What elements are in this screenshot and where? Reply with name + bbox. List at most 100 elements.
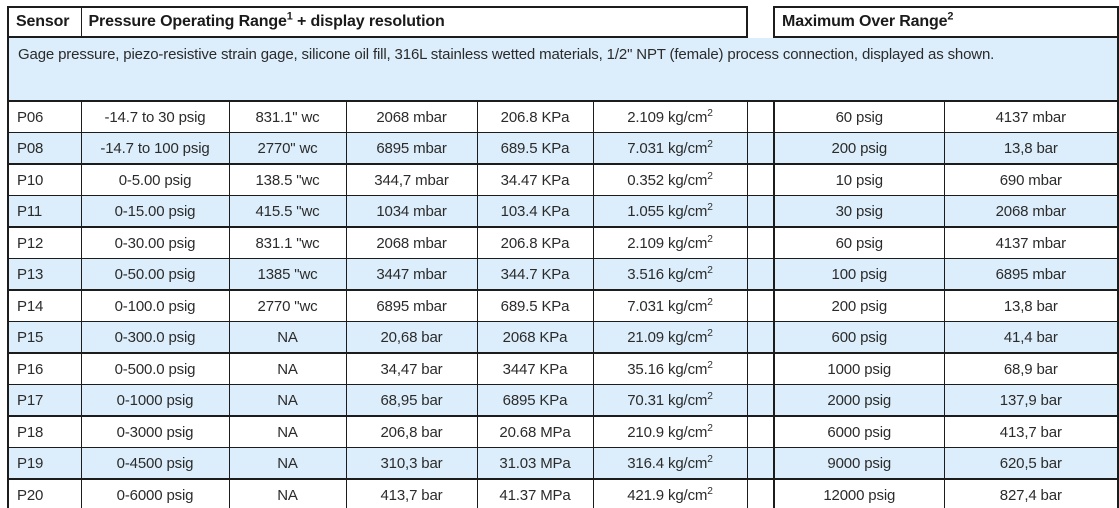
cell-sensor-id: P14 (7, 289, 82, 322)
cell-kpa-mpa: 34.47 KPa (476, 163, 594, 196)
cell-kg-per-cm2: 316.4 kg/cm2 (592, 447, 748, 480)
cell-over-range-bar: 13,8 bar (943, 132, 1119, 165)
table-gap-cell (746, 321, 776, 354)
cell-over-range-psig: 10 psig (773, 163, 945, 196)
cell-inches-water-column: NA (228, 478, 347, 508)
cell-over-range-psig: 600 psig (773, 321, 945, 354)
cell-over-range-psig: 60 psig (773, 100, 945, 133)
cell-mbar-bar: 3447 mbar (345, 258, 478, 291)
cell-mbar-bar: 2068 mbar (345, 100, 478, 133)
cell-kpa-mpa: 689.5 KPa (476, 132, 594, 165)
cell-sensor-id: P10 (7, 163, 82, 196)
table-row: P17 0-1000 psig NA 68,95 bar 6895 KPa 70… (7, 384, 1119, 417)
table-gap-cell (746, 226, 776, 259)
cell-over-range-psig: 12000 psig (773, 478, 945, 508)
cell-mbar-bar: 413,7 bar (345, 478, 478, 508)
cell-operating-range-psig: 0-4500 psig (80, 447, 230, 480)
cell-operating-range-psig: -14.7 to 30 psig (80, 100, 230, 133)
cell-mbar-bar: 68,95 bar (345, 384, 478, 417)
cell-inches-water-column: 1385 "wc (228, 258, 347, 291)
cell-inches-water-column: NA (228, 415, 347, 448)
cell-inches-water-column: 831.1 "wc (228, 226, 347, 259)
cell-mbar-bar: 34,47 bar (345, 352, 478, 385)
cell-over-range-bar: 13,8 bar (943, 289, 1119, 322)
cell-kpa-mpa: 31.03 MPa (476, 447, 594, 480)
cell-sensor-id: P17 (7, 384, 82, 417)
cell-over-range-bar: 41,4 bar (943, 321, 1119, 354)
cell-over-range-psig: 1000 psig (773, 352, 945, 385)
cell-over-range-bar: 68,9 bar (943, 352, 1119, 385)
table-gap-cell (746, 478, 776, 508)
cell-over-range-bar: 620,5 bar (943, 447, 1119, 480)
cell-inches-water-column: 2770 "wc (228, 289, 347, 322)
cell-mbar-bar: 310,3 bar (345, 447, 478, 480)
cell-kpa-mpa: 41.37 MPa (476, 478, 594, 508)
cell-over-range-psig: 2000 psig (773, 384, 945, 417)
cell-mbar-bar: 20,68 bar (345, 321, 478, 354)
header-gap (747, 7, 775, 37)
cell-kg-per-cm2: 1.055 kg/cm2 (592, 195, 748, 228)
cell-operating-range-psig: 0-5.00 psig (80, 163, 230, 196)
cell-sensor-id: P08 (7, 132, 82, 165)
cell-over-range-psig: 6000 psig (773, 415, 945, 448)
cell-kpa-mpa: 206.8 KPa (476, 226, 594, 259)
cell-operating-range-psig: 0-6000 psig (80, 478, 230, 508)
cell-kg-per-cm2: 70.31 kg/cm2 (592, 384, 748, 417)
column-header-max-over-range: Maximum Over Range2 (773, 6, 1119, 38)
cell-kg-per-cm2: 210.9 kg/cm2 (592, 415, 748, 448)
cell-kg-per-cm2: 0.352 kg/cm2 (592, 163, 748, 196)
cell-kg-per-cm2: 21.09 kg/cm2 (592, 321, 748, 354)
cell-operating-range-psig: 0-300.0 psig (80, 321, 230, 354)
table-description-text: Gage pressure, piezo-resistive strain ga… (18, 46, 995, 63)
table-row: P15 0-300.0 psig NA 20,68 bar 2068 KPa 2… (7, 321, 1119, 354)
table-gap-cell (746, 352, 776, 385)
table-body: Gage pressure, piezo-resistive strain ga… (6, 37, 1119, 508)
table-row: P14 0-100.0 psig 2770 "wc 6895 mbar 689.… (7, 289, 1119, 322)
cell-over-range-psig: 30 psig (773, 195, 945, 228)
table-row: P12 0-30.00 psig 831.1 "wc 2068 mbar 206… (7, 226, 1119, 259)
cell-kpa-mpa: 206.8 KPa (476, 100, 594, 133)
table-row: P06 -14.7 to 30 psig 831.1" wc 2068 mbar… (7, 100, 1119, 133)
cell-sensor-id: P13 (7, 258, 82, 291)
cell-sensor-id: P16 (7, 352, 82, 385)
cell-sensor-id: P15 (7, 321, 82, 354)
cell-operating-range-psig: 0-15.00 psig (80, 195, 230, 228)
table-gap-cell (746, 163, 776, 196)
table-row: P20 0-6000 psig NA 413,7 bar 41.37 MPa 4… (7, 478, 1119, 508)
cell-kpa-mpa: 6895 KPa (476, 384, 594, 417)
cell-over-range-psig: 9000 psig (773, 447, 945, 480)
cell-over-range-psig: 200 psig (773, 289, 945, 322)
cell-over-range-bar: 137,9 bar (943, 384, 1119, 417)
cell-kpa-mpa: 3447 KPa (476, 352, 594, 385)
cell-kpa-mpa: 689.5 KPa (476, 289, 594, 322)
table-row: P19 0-4500 psig NA 310,3 bar 31.03 MPa 3… (7, 447, 1119, 480)
cell-sensor-id: P18 (7, 415, 82, 448)
cell-over-range-bar: 4137 mbar (943, 226, 1119, 259)
table-gap-cell (746, 195, 776, 228)
cell-kg-per-cm2: 2.109 kg/cm2 (592, 226, 748, 259)
cell-operating-range-psig: 0-50.00 psig (80, 258, 230, 291)
table-gap-cell (746, 132, 776, 165)
cell-mbar-bar: 206,8 bar (345, 415, 478, 448)
cell-inches-water-column: NA (228, 352, 347, 385)
cell-inches-water-column: 138.5 "wc (228, 163, 347, 196)
cell-kg-per-cm2: 421.9 kg/cm2 (592, 478, 748, 508)
table-row: P08 -14.7 to 100 psig 2770" wc 6895 mbar… (7, 132, 1119, 165)
cell-sensor-id: P12 (7, 226, 82, 259)
table-header-row: Sensor Pressure Operating Range1 + displ… (7, 6, 1119, 38)
table-gap-cell (746, 100, 776, 133)
table-row: P13 0-50.00 psig 1385 "wc 3447 mbar 344.… (7, 258, 1119, 291)
cell-kg-per-cm2: 7.031 kg/cm2 (592, 289, 748, 322)
cell-kpa-mpa: 103.4 KPa (476, 195, 594, 228)
cell-operating-range-psig: 0-1000 psig (80, 384, 230, 417)
cell-over-range-bar: 827,4 bar (943, 478, 1119, 508)
sensor-pressure-spec-table: Sensor Pressure Operating Range1 + displ… (6, 6, 1119, 508)
cell-sensor-id: P11 (7, 195, 82, 228)
cell-kpa-mpa: 20.68 MPa (476, 415, 594, 448)
cell-operating-range-psig: 0-30.00 psig (80, 226, 230, 259)
table-row: P10 0-5.00 psig 138.5 "wc 344,7 mbar 34.… (7, 163, 1119, 196)
cell-inches-water-column: NA (228, 321, 347, 354)
table-gap-cell (746, 384, 776, 417)
cell-sensor-id: P19 (7, 447, 82, 480)
